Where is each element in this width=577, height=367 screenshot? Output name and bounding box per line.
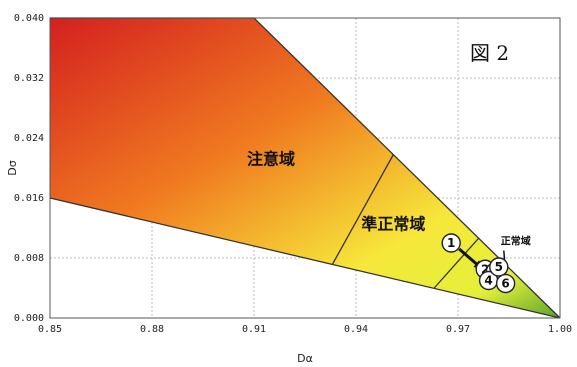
- lower-boundary-line: [49, 197, 561, 319]
- x-tick-label: 1.00: [548, 324, 572, 335]
- data-point-5: 5: [489, 257, 509, 277]
- y-tick-label: 0.000: [14, 313, 44, 324]
- axes: [49, 17, 561, 319]
- region-divider-line: [331, 154, 394, 266]
- x-tick-label: 0.97: [446, 324, 470, 335]
- y-tick-label: 0.016: [14, 193, 44, 204]
- data-point-1: 1: [441, 233, 461, 253]
- data-point-4: 4: [478, 270, 499, 291]
- region-label: 正常域: [501, 235, 531, 248]
- trajectory-arrow-line: [458, 247, 481, 268]
- x-axis-label: Dα: [297, 352, 313, 365]
- data-points: 123456: [441, 233, 516, 294]
- data-point-label: 6: [501, 277, 509, 291]
- region-label: 注意域: [247, 149, 295, 168]
- figure-label: 図 2: [470, 41, 509, 65]
- data-point-label: 2: [481, 262, 489, 276]
- x-tick-label: 0.94: [344, 324, 368, 335]
- y-axis-label: Dσ: [6, 160, 19, 175]
- y-tick-label: 0.032: [14, 73, 44, 84]
- x-tick-label: 0.85: [38, 324, 62, 335]
- data-point-label: 5: [495, 260, 503, 274]
- data-point-marker: [495, 273, 516, 294]
- region-label: 準正常域: [361, 215, 425, 234]
- data-point-6: 6: [495, 273, 516, 294]
- data-point-marker: [441, 233, 461, 253]
- data-point-label: 4: [484, 274, 492, 288]
- x-tick-label: 0.91: [242, 324, 266, 335]
- x-tick-labels: 0.85 0.88 0.91 0.94 0.97 1.00: [38, 324, 572, 335]
- y-tick-label: 0.008: [14, 253, 44, 264]
- y-tick-label: 0.040: [14, 13, 44, 24]
- chart-region-envelope: [50, 18, 560, 318]
- y-tick-labels: 0.000 0.008 0.016 0.024 0.032 0.040: [14, 13, 44, 324]
- y-tick-label: 0.024: [14, 133, 44, 144]
- region-divider-line: [433, 238, 479, 289]
- data-point-label: 1: [447, 236, 455, 250]
- plot-frame: [49, 17, 561, 319]
- data-point-marker: [489, 257, 509, 277]
- x-tick-label: 0.88: [140, 324, 164, 335]
